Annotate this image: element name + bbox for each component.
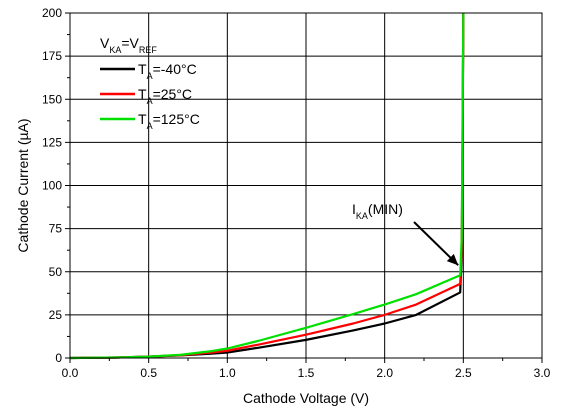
y-tick-label: 75 — [49, 222, 63, 236]
y-tick-label: 0 — [55, 351, 62, 365]
series-lines — [69, 12, 465, 360]
x-tick-label: 0.5 — [140, 366, 157, 380]
x-tick-label: 2.5 — [455, 366, 472, 380]
x-tick-label: 2.0 — [376, 366, 393, 380]
y-tick-label: 100 — [42, 179, 62, 193]
legend-entry: TA=-40°C — [100, 61, 197, 81]
x-tick-label: 1.0 — [219, 366, 236, 380]
y-tick-label: 175 — [42, 49, 62, 63]
annotation-label: IKA(MIN) — [352, 201, 403, 221]
y-tick-label: 125 — [42, 135, 62, 149]
x-tick-label: 3.0 — [534, 366, 551, 380]
legend-label: TA=25°C — [138, 86, 192, 106]
ticks — [65, 12, 543, 363]
legend: VKA=VREF TA=-40°C TA=25°C TA=125°C — [100, 35, 200, 131]
series-line-2 — [69, 12, 465, 360]
tick-labels: 0.0 0.5 1.0 1.5 2.0 2.5 3.0 0 25 50 75 100 125 150 175… — [42, 6, 551, 380]
y-tick-label: 50 — [49, 265, 63, 279]
y-tick-label: 150 — [42, 92, 62, 106]
legend-header: VKA=VREF — [100, 35, 157, 55]
y-axis-title: Cathode Current (µA) — [15, 118, 31, 252]
x-axis-title: Cathode Voltage (V) — [243, 390, 369, 406]
legend-entry: TA=25°C — [100, 86, 192, 106]
annotation: IKA(MIN) — [352, 201, 459, 266]
legend-entry: TA=125°C — [100, 111, 200, 131]
annotation-arrowhead — [446, 253, 459, 266]
legend-label: TA=-40°C — [138, 61, 197, 81]
legend-label: TA=125°C — [138, 111, 200, 131]
x-tick-label: 0.0 — [62, 366, 79, 380]
y-tick-label: 25 — [49, 308, 63, 322]
y-tick-label: 200 — [42, 6, 62, 20]
x-tick-label: 1.5 — [298, 366, 315, 380]
